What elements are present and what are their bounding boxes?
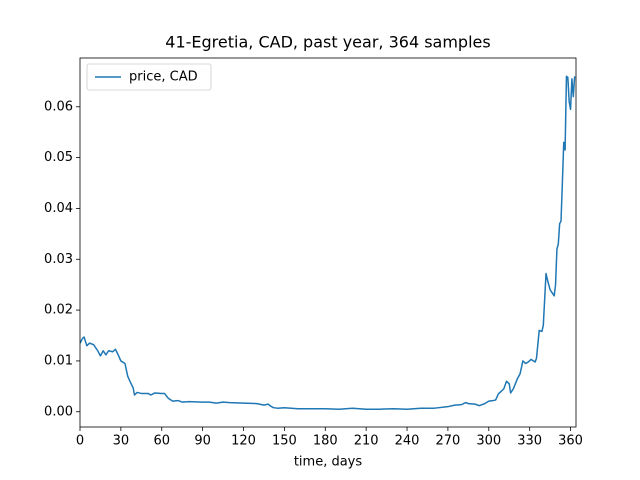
- legend-label: price, CAD: [129, 70, 198, 85]
- x-tick-label: 300: [476, 434, 501, 449]
- y-tick-label: 0.00: [44, 404, 73, 419]
- x-tick-label: 330: [517, 434, 542, 449]
- x-tick-label: 150: [272, 434, 297, 449]
- x-tick-label: 180: [313, 434, 338, 449]
- chart-title: 41-Egretia, CAD, past year, 364 samples: [165, 33, 490, 52]
- x-tick-label: 270: [435, 434, 460, 449]
- axes-frame: [79, 57, 577, 428]
- y-tick-label: 0.01: [44, 353, 73, 368]
- x-axis-label: time, days: [294, 455, 363, 470]
- x-tick-label: 60: [153, 434, 170, 449]
- y-tick-label: 0.02: [44, 303, 73, 318]
- y-tick-label: 0.04: [44, 201, 73, 216]
- legend-box: [86, 63, 212, 91]
- y-tick-label: 0.03: [44, 252, 73, 267]
- x-tick-label: 240: [395, 434, 420, 449]
- x-tick-label: 360: [558, 434, 583, 449]
- y-tick-label: 0.05: [44, 150, 73, 165]
- line-series: [80, 75, 576, 410]
- x-tick-label: 30: [113, 434, 130, 449]
- x-tick-label: 210: [354, 434, 379, 449]
- y-tick-label: 0.06: [44, 99, 73, 114]
- x-tick-label: 0: [76, 434, 84, 449]
- x-tick-label: 120: [231, 434, 256, 449]
- x-tick-label: 90: [194, 434, 211, 449]
